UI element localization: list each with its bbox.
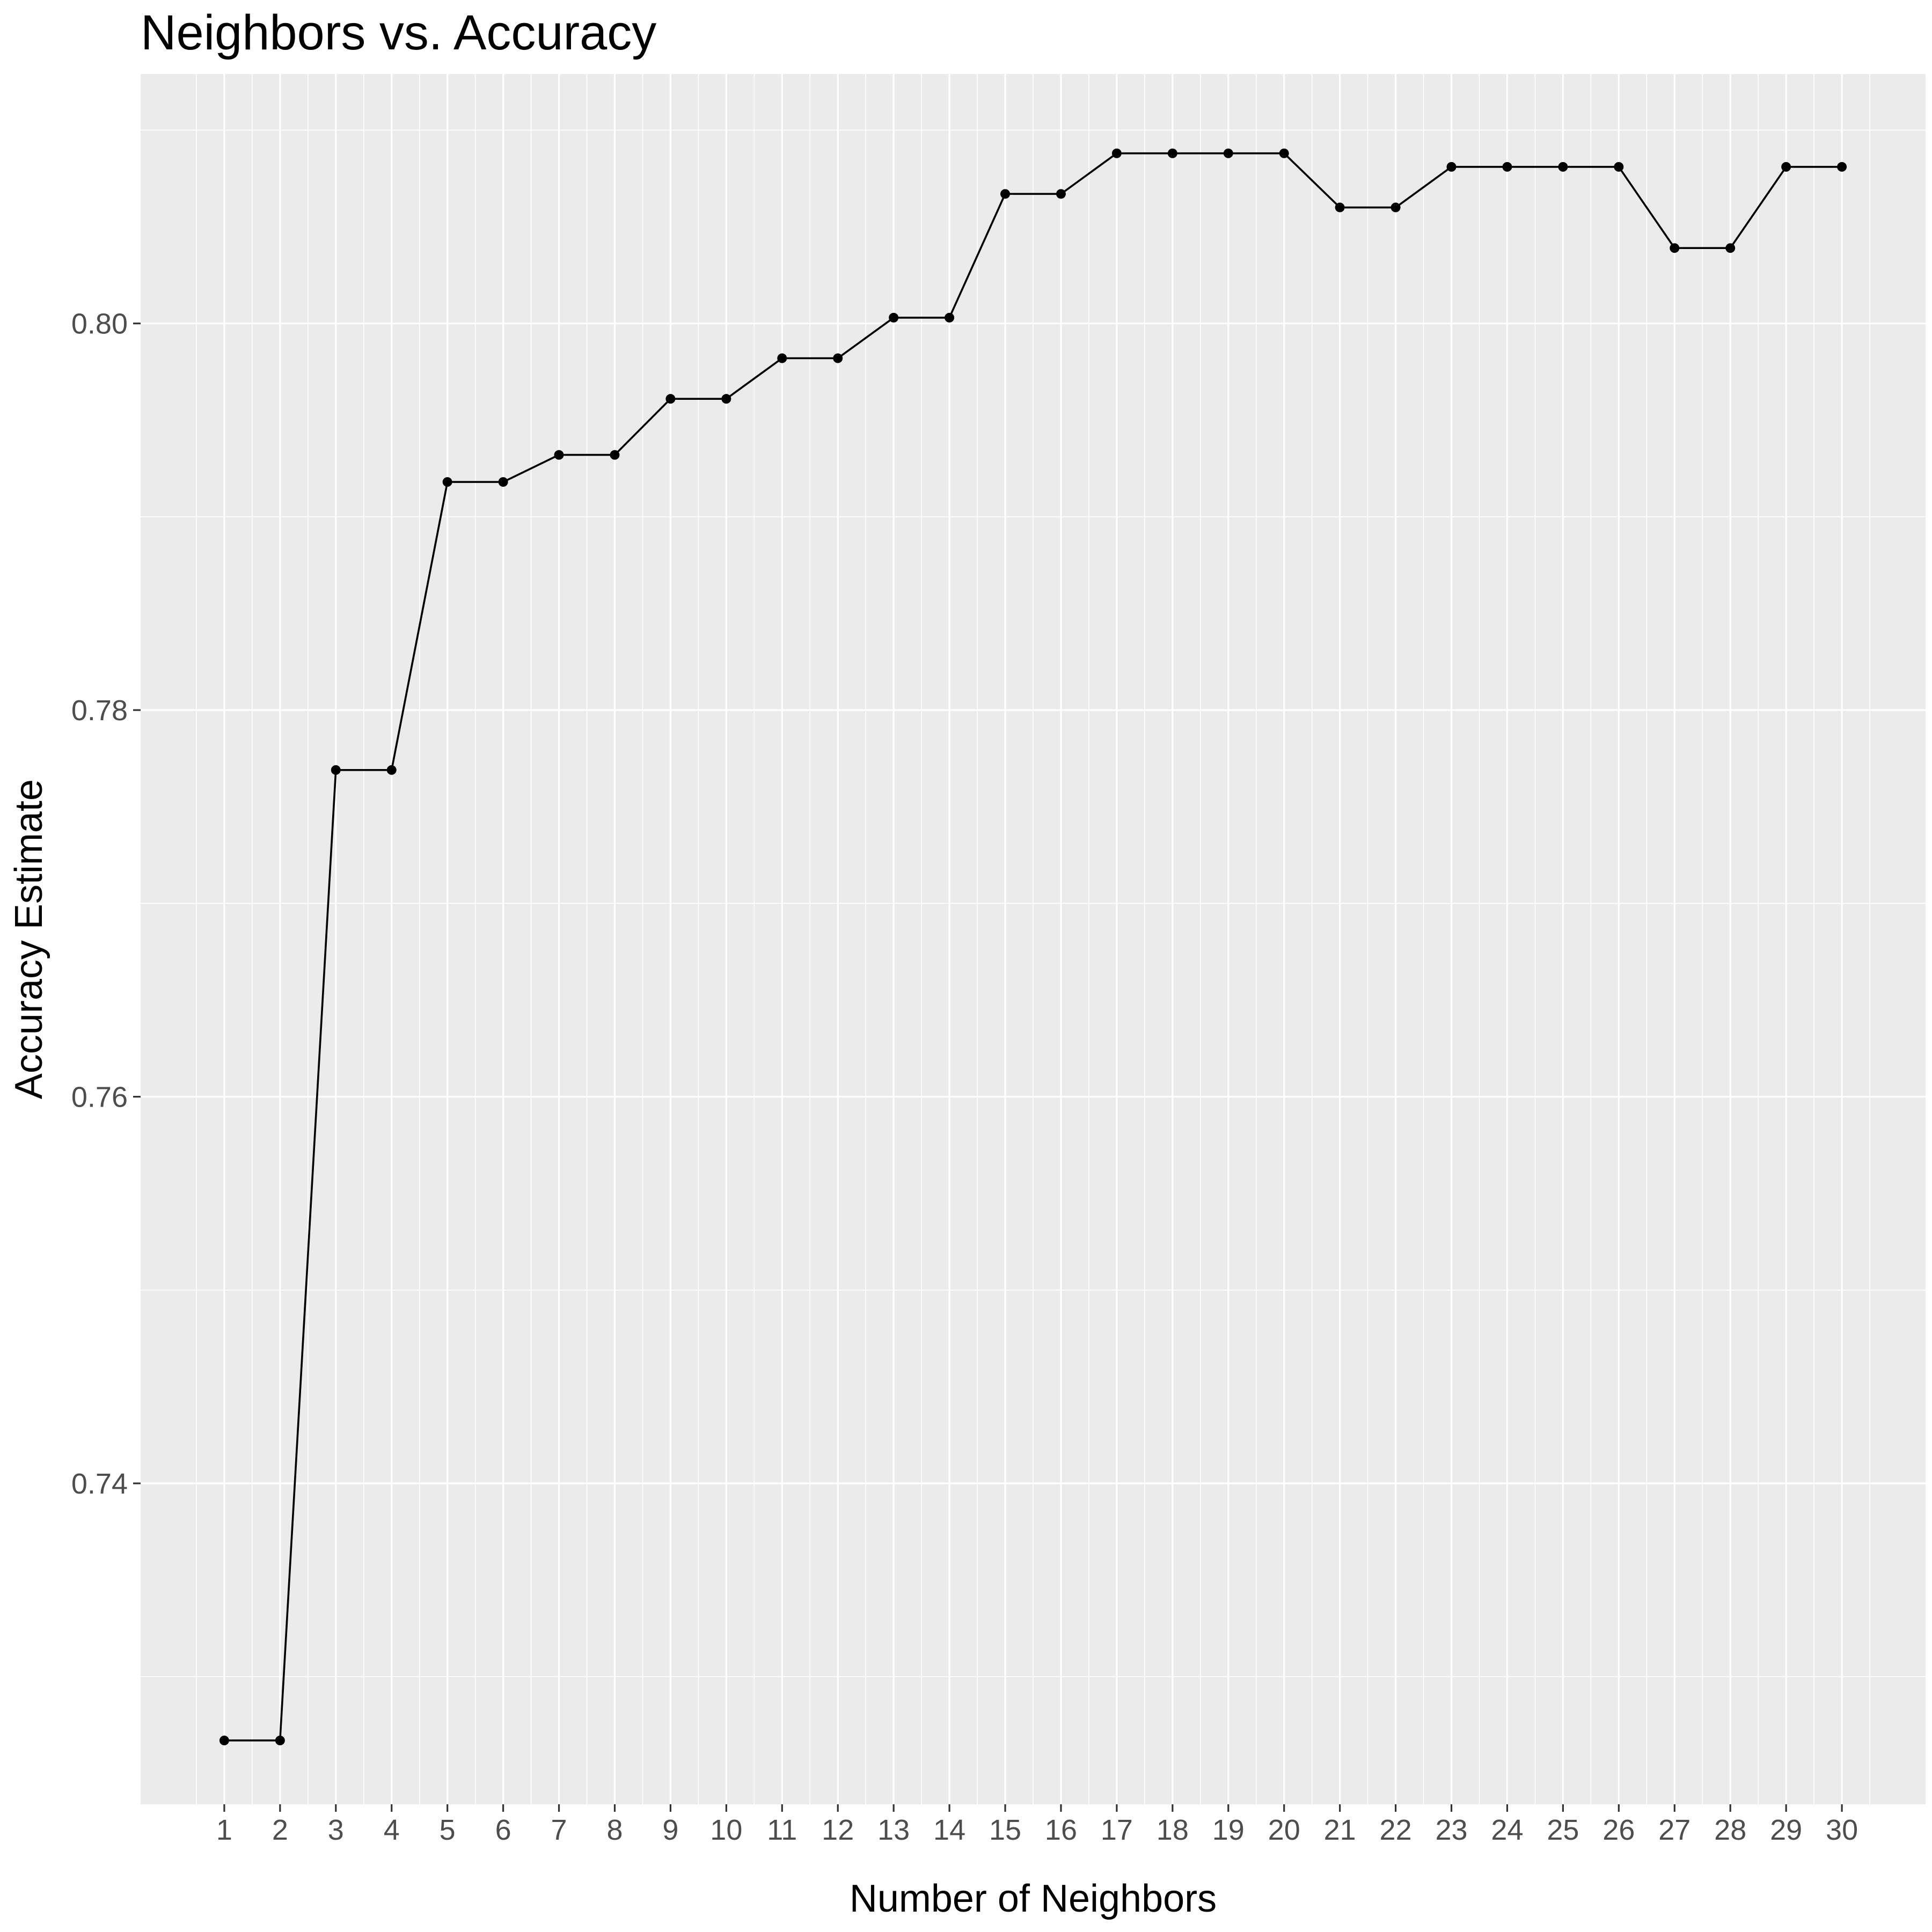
axis-ticks [133, 323, 1843, 1812]
data-point [1391, 202, 1401, 213]
y-tick-label: 0.78 [71, 694, 128, 727]
data-point [1558, 162, 1568, 172]
x-tick-label: 30 [1826, 1814, 1858, 1846]
data-point [1781, 162, 1791, 172]
x-tick-label: 1 [216, 1814, 232, 1846]
x-tick-label: 21 [1324, 1814, 1356, 1846]
major-gridlines [141, 74, 1926, 1804]
data-point [945, 312, 955, 323]
x-tick-label: 23 [1435, 1814, 1467, 1846]
y-tick-label: 0.80 [71, 308, 128, 340]
series-line [224, 152, 1842, 1741]
data-point [331, 765, 341, 775]
x-tick-label: 11 [767, 1814, 797, 1846]
x-tick-label: 15 [989, 1814, 1021, 1846]
x-tick-label: 28 [1714, 1814, 1746, 1846]
data-point [1279, 148, 1289, 158]
plot-title: Neighbors vs. Accuracy [141, 5, 656, 60]
data-point [1725, 243, 1736, 253]
x-tick-label: 4 [384, 1814, 400, 1846]
data-point [889, 312, 899, 323]
data-point [219, 1736, 229, 1746]
data-point [1670, 243, 1680, 253]
x-tick-label: 22 [1380, 1814, 1412, 1846]
y-axis-title: Accuracy Estimate [8, 779, 50, 1099]
data-point [386, 765, 397, 775]
y-tick-label: 0.74 [71, 1468, 128, 1500]
x-tick-label: 20 [1268, 1814, 1300, 1846]
x-tick-label: 27 [1658, 1814, 1690, 1846]
x-tick-label: 2 [272, 1814, 288, 1846]
x-tick-label: 9 [662, 1814, 678, 1846]
x-tick-label: 14 [933, 1814, 965, 1846]
data-point [610, 450, 620, 460]
x-tick-label: 25 [1547, 1814, 1579, 1846]
data-point [554, 450, 564, 460]
data-point [442, 477, 452, 487]
x-tick-label: 18 [1157, 1814, 1189, 1846]
data-point [1111, 148, 1122, 158]
data-point [275, 1736, 285, 1746]
x-tick-label: 24 [1491, 1814, 1523, 1846]
data-point [498, 477, 508, 487]
x-tick-label: 6 [495, 1814, 511, 1846]
x-tick-label: 26 [1602, 1814, 1635, 1846]
x-tick-label: 10 [710, 1814, 742, 1846]
data-point [1837, 162, 1847, 172]
data-point [1167, 148, 1177, 158]
minor-gridlines [141, 74, 1926, 1804]
data-point [1056, 189, 1066, 199]
x-tick-label: 13 [877, 1814, 910, 1846]
axis-tick-labels: 1 2 3 4 5 6 7 8 9 10 11 12 13 14 15 16 17 18 19 20 21 22 23 24 2… [71, 308, 1858, 1846]
series-layer [219, 148, 1847, 1746]
x-tick-label: 29 [1770, 1814, 1802, 1846]
data-point [1502, 162, 1512, 172]
x-tick-label: 17 [1101, 1814, 1133, 1846]
x-tick-label: 3 [328, 1814, 344, 1846]
x-axis-title: Number of Neighbors [850, 1877, 1217, 1920]
x-tick-label: 19 [1212, 1814, 1245, 1846]
data-point [777, 353, 787, 363]
data-point [1614, 162, 1624, 172]
data-point [665, 394, 676, 404]
x-tick-label: 8 [606, 1814, 623, 1846]
data-point [721, 394, 731, 404]
y-tick-label: 0.76 [71, 1081, 128, 1114]
x-tick-label: 12 [822, 1814, 854, 1846]
data-point [1446, 162, 1457, 172]
x-tick-label: 16 [1045, 1814, 1077, 1846]
x-tick-label: 7 [551, 1814, 567, 1846]
data-point [833, 353, 843, 363]
data-point [1335, 202, 1345, 213]
x-tick-label: 5 [440, 1814, 456, 1846]
data-point [1223, 148, 1233, 158]
data-point [1000, 189, 1011, 199]
